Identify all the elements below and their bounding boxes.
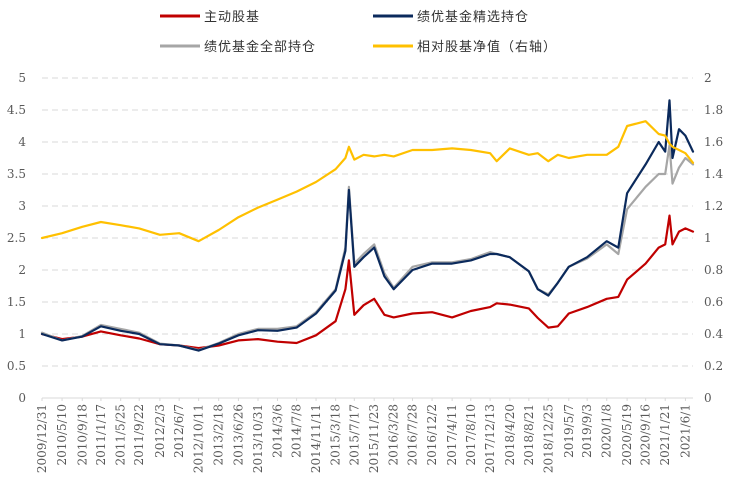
y-left-tick-label: 1.5 [7,295,26,309]
x-tick-label: 2016/12/2 [425,404,439,466]
series-lines [40,99,695,352]
x-tick-label: 2013/2/18 [212,404,226,466]
x-tick-label: 2015/11/23 [367,404,381,473]
x-tick-label: 2009/12/31 [35,404,49,473]
x-tick-label: 2020/5/19 [620,404,634,466]
x-axis: 2009/12/31 2010/5/10 2010/9/18 2011/1/17 201… [35,398,692,473]
x-tick-label: 2010/5/10 [55,404,69,466]
x-tick-label: 2010/9/18 [75,404,89,466]
x-tick-label: 2015/7/17 [347,404,361,466]
y-right-tick-label: 1.4 [704,167,723,181]
x-tick-label: 2014/7/8 [290,404,304,458]
gridlines [42,77,693,399]
x-tick-label: 2015/3/18 [329,404,343,466]
y-left-tick-label: 4 [18,135,26,149]
x-tick-label: 2012/2/3 [153,404,167,458]
series-line-1 [40,99,695,352]
x-tick-label: 2021/6/1 [678,404,692,458]
x-tick-label: 2018/8/21 [522,404,536,466]
x-tick-label: 2013/6/26 [231,404,245,466]
x-tick-label: 2016/7/28 [406,404,420,466]
x-tick-label: 2019/5/7 [562,404,576,458]
y-right-tick-label: 0 [704,391,712,405]
series-line-2 [40,144,695,352]
x-tick-label: 2017/12/13 [483,404,497,473]
x-tick-label: 2020/1/8 [600,404,614,458]
x-tick-label: 2011/1/17 [94,404,108,466]
legend-label-0: 主动股基 [204,10,260,25]
y-left-tick-label: 3.5 [7,167,26,181]
x-tick-label: 2014/11/11 [309,404,323,473]
x-tick-label: 2018/12/25 [541,404,555,473]
y-left-tick-label: 5 [18,71,26,85]
x-tick-label: 2012/6/7 [172,404,186,458]
y-left-tick-label: 4.5 [7,103,26,117]
y-right-tick-label: 1 [704,231,712,245]
y-left-tick-label: 1 [18,327,26,341]
y-right-tick-label: 0.6 [704,295,723,309]
y-right-tick-label: 1.2 [704,199,723,213]
y-right-tick-label: 1.6 [704,135,723,149]
series-line-3 [40,120,695,243]
legend-label-3: 相对股基净值（右轴） [417,39,557,55]
y-left-tick-label: 0 [18,391,26,405]
legend-label-1: 绩优基金精选持仓 [417,9,529,25]
y-right-tick-label: 0.4 [704,327,723,341]
y-left-tick-label: 2 [18,263,26,277]
x-tick-label: 2011/5/25 [114,404,128,466]
y-right-tick-label: 2 [704,71,712,85]
y-right-tick-label: 0.8 [704,263,723,277]
y-right-tick-label: 1.8 [704,103,723,117]
x-tick-label: 2017/4/11 [445,404,459,466]
x-tick-label: 2012/10/11 [192,404,206,473]
x-tick-label: 2020/9/16 [639,404,653,466]
y-left-tick-label: 0.5 [7,359,26,373]
x-tick-label: 2016/3/28 [387,404,401,466]
y-axis-left: 0 0.5 1 1.5 2 2.5 3 3.5 4 4.5 5 [7,71,26,405]
x-tick-label: 2019/9/3 [580,404,594,458]
legend-label-2: 绩优基金全部持仓 [204,39,316,55]
y-right-tick-label: 0.2 [704,359,723,373]
x-tick-label: 2017/8/10 [464,404,478,466]
x-tick-label: 2013/10/31 [251,404,265,473]
x-tick-label: 2011/9/22 [132,404,146,466]
x-tick-label: 2018/4/20 [503,404,517,466]
series-line-0 [40,214,695,350]
y-left-tick-label: 2.5 [7,231,26,245]
x-tick-label: 2014/3/6 [271,404,285,458]
y-axis-right: 0 0.2 0.4 0.6 0.8 1 1.2 1.4 1.6 1.8 2 [704,71,723,405]
y-left-tick-label: 3 [18,199,26,213]
x-tick-label: 2021/1/21 [658,404,672,466]
